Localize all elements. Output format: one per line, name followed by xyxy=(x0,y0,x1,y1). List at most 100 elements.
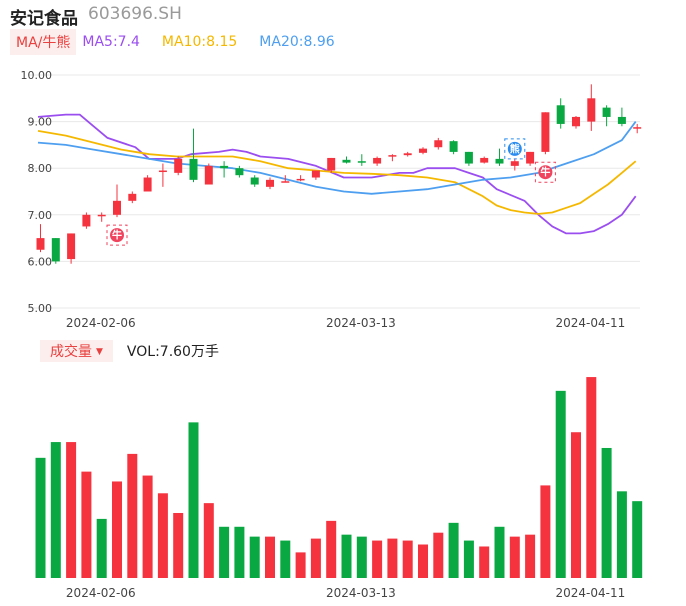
volume-bar xyxy=(479,546,490,578)
candle xyxy=(388,154,397,162)
candle xyxy=(67,233,76,264)
volume-bar xyxy=(219,526,230,578)
candle-body xyxy=(587,98,596,122)
date-tick-label: 2024-02-06 xyxy=(66,316,136,330)
price-tick-label: 6.00 xyxy=(28,255,53,268)
volume-date-labels: 2024-02-06 2024-03-13 2024-04-11 xyxy=(66,586,625,600)
volume-bars xyxy=(35,377,643,578)
caret-down-icon: ▼ xyxy=(96,347,103,357)
candle-body xyxy=(250,177,259,185)
date-tick-label: 2024-03-13 xyxy=(326,586,396,600)
ma10-line xyxy=(37,130,637,215)
candle xyxy=(158,163,167,187)
candle-body xyxy=(51,238,60,262)
candle-body xyxy=(510,161,519,166)
candle xyxy=(51,238,60,264)
candle-body xyxy=(357,161,366,163)
volume-bar xyxy=(66,442,77,578)
candle-body xyxy=(434,140,443,148)
volume-value: VOL:7.60万手 xyxy=(126,344,219,360)
candle-body xyxy=(113,200,121,215)
volume-bar xyxy=(173,512,184,578)
price-tick-label: 10.00 xyxy=(21,69,53,82)
volume-bar xyxy=(341,534,352,578)
candle-body xyxy=(189,158,198,180)
candle-body xyxy=(373,157,382,164)
volume-bar xyxy=(280,540,291,578)
ma10-label: MA10:8.15 xyxy=(161,34,238,50)
volume-bar xyxy=(188,422,199,578)
price-tick-label: 8.00 xyxy=(28,162,53,175)
candle-body xyxy=(480,157,489,163)
volume-bar xyxy=(50,442,61,578)
candle-body xyxy=(617,116,626,124)
candle xyxy=(174,156,183,176)
candle-body xyxy=(388,155,397,157)
candle-body xyxy=(128,193,137,201)
badge-frame xyxy=(504,138,526,160)
bull-bear-badges: 牛 熊牛 xyxy=(106,138,556,246)
volume-bar xyxy=(540,485,551,578)
candlesticks xyxy=(36,84,642,264)
candle-body xyxy=(174,158,183,173)
candle xyxy=(113,184,121,218)
badge-label: 牛 xyxy=(112,229,122,242)
badge-label: 牛 xyxy=(540,166,550,179)
volume-bar xyxy=(448,522,459,578)
candle-body xyxy=(204,165,213,185)
candle xyxy=(617,107,626,127)
candle xyxy=(464,151,473,166)
candle xyxy=(480,156,489,164)
volume-bar xyxy=(601,447,612,578)
badge-frame xyxy=(106,224,128,246)
volume-bar xyxy=(112,481,122,578)
candle-body xyxy=(67,233,76,260)
candle-body xyxy=(526,151,535,164)
candle xyxy=(403,151,412,157)
volume-indicator-tab[interactable]: 成交量 ▼ xyxy=(40,340,113,362)
bull-badge: 牛 xyxy=(534,161,556,183)
volume-bar xyxy=(35,457,46,578)
candle xyxy=(510,158,519,171)
volume-bar xyxy=(96,518,107,578)
stock-code: 603696.SH xyxy=(88,4,182,24)
candle-body xyxy=(327,157,336,171)
ma-indicator-tab[interactable]: MA/牛熊 xyxy=(10,29,77,55)
volume-bar xyxy=(203,503,214,578)
candle-body xyxy=(97,214,106,217)
candle-body xyxy=(220,165,229,169)
ma20-label: MA20:8.96 xyxy=(259,34,335,50)
price-date-labels: 2024-02-06 2024-03-13 2024-04-11 xyxy=(66,316,625,330)
candle xyxy=(526,151,535,166)
volume-bar xyxy=(463,540,474,578)
candle-body xyxy=(449,141,458,152)
candle-body xyxy=(36,238,45,250)
volume-bar xyxy=(616,491,627,578)
date-tick-label: 2024-04-11 xyxy=(556,586,626,600)
candle xyxy=(633,123,642,134)
candle xyxy=(82,212,91,229)
candle xyxy=(556,98,565,129)
date-tick-label: 2024-04-11 xyxy=(556,316,626,330)
volume-bar xyxy=(418,544,428,578)
volume-bar xyxy=(142,475,153,578)
volume-bar xyxy=(571,432,581,578)
candle-body xyxy=(143,177,152,192)
candle xyxy=(296,175,305,182)
candle-body xyxy=(296,178,305,181)
candle-body xyxy=(235,168,244,176)
candle xyxy=(357,154,366,166)
candle-body xyxy=(281,181,290,183)
volume-bar xyxy=(555,390,566,578)
candle-body xyxy=(572,116,580,127)
candle-body xyxy=(266,179,274,187)
volume-bar xyxy=(632,501,643,578)
volume-bar xyxy=(402,540,413,578)
candle-body xyxy=(495,158,504,164)
volume-bar xyxy=(310,538,321,578)
volume-bar xyxy=(234,526,245,578)
price-grid xyxy=(28,74,640,309)
candle xyxy=(36,224,45,253)
candle xyxy=(419,147,427,155)
candle xyxy=(189,128,198,183)
